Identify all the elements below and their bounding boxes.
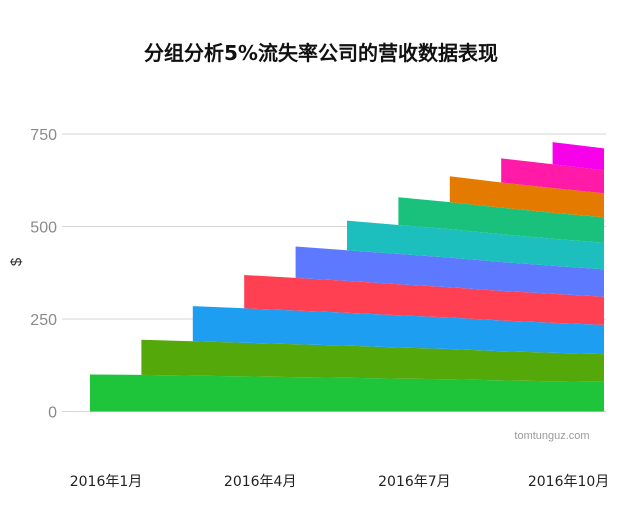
cohort-area-10 — [552, 142, 604, 171]
cohort-area-2 — [141, 339, 604, 382]
cohort-area-8 — [449, 176, 604, 218]
y-tick-label: 500 — [30, 220, 57, 237]
cohort-area-6 — [347, 220, 604, 270]
plot-area — [90, 142, 605, 412]
cohort-area-5 — [295, 246, 604, 297]
cohort-area-7 — [398, 197, 604, 243]
y-tick-label: 250 — [30, 312, 57, 329]
x-tick-label: 2016年1月 — [70, 474, 143, 490]
y-tick-label: 0 — [48, 405, 57, 422]
watermark: tomtunguz.com — [514, 430, 589, 442]
x-tick-label: 2016年4月 — [224, 474, 297, 490]
cohort-area-3 — [192, 306, 605, 355]
y-axis-label: $ — [8, 257, 25, 266]
chart-title: 分组分析5%流失率公司的营收数据表现 — [144, 41, 498, 65]
y-tick-label: 750 — [30, 127, 57, 144]
x-tick-label: 2016年10月 — [528, 474, 609, 490]
y-axis-ticks: 0 250 500 750 — [30, 127, 57, 422]
cohort-area-1 — [90, 374, 604, 412]
x-axis-ticks: 2016年1月 2016年4月 2016年7月 2016年10月 — [70, 474, 610, 490]
cohort-area-9 — [501, 158, 604, 194]
cohort-area-4 — [244, 275, 604, 325]
x-tick-label: 2016年7月 — [378, 474, 451, 490]
